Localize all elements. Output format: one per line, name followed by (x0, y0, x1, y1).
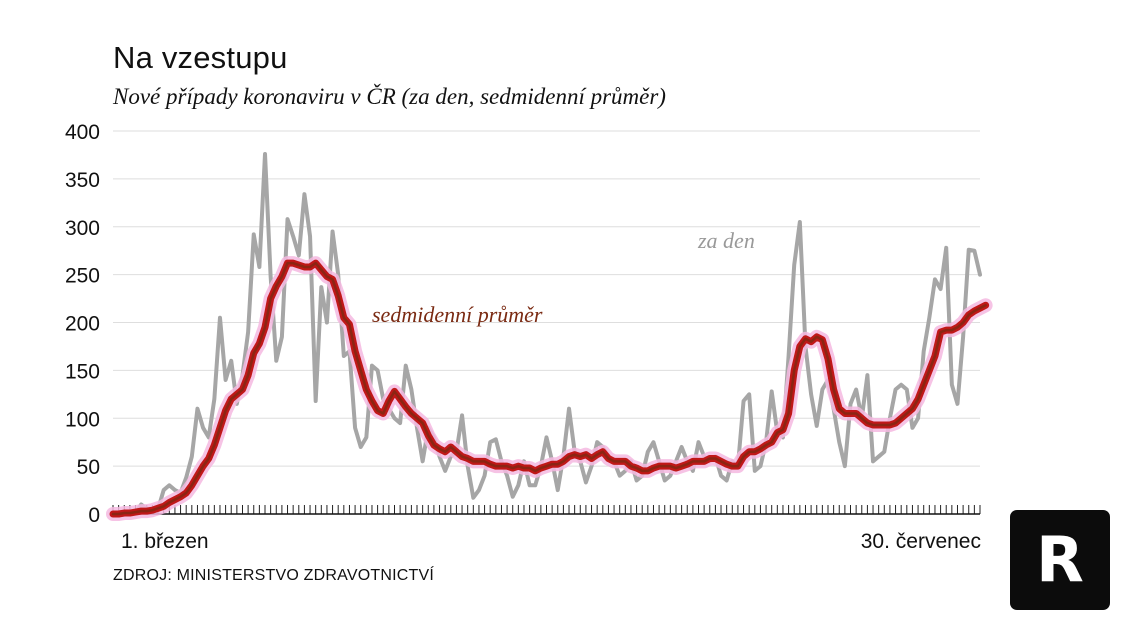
x-tick-label-end: 30. červenec (861, 530, 981, 553)
x-ticks (112, 505, 981, 514)
y-tick-label: 300 (65, 217, 100, 240)
annotation-avg: sedmidenní průměr (372, 302, 543, 327)
y-tick-label: 250 (65, 265, 100, 288)
y-tick-label: 200 (65, 313, 100, 336)
series-line-avg-core (111, 261, 987, 516)
chart-subtitle: Nové případy koronaviru v ČR (za den, se… (113, 84, 666, 109)
series-line-daily (111, 151, 982, 516)
y-tick-label: 350 (65, 169, 100, 192)
y-tick-labels: 0 50 100 150 200 250 300 350 400 (65, 121, 100, 527)
source-note: ZDROJ: MINISTERSTVO ZDRAVOTNICTVÍ (113, 567, 434, 584)
y-tick-label: 400 (65, 121, 100, 144)
y-gridlines (113, 130, 980, 467)
chart-title: Na vzestupu (113, 40, 288, 75)
annotation-daily: za den (697, 228, 755, 253)
y-tick-label: 100 (65, 408, 100, 431)
y-tick-label: 0 (88, 504, 100, 527)
brand-logo: R (1010, 510, 1110, 610)
y-tick-label: 50 (77, 456, 100, 479)
y-tick-label: 150 (65, 360, 100, 383)
x-tick-label-start: 1. březen (121, 530, 209, 553)
